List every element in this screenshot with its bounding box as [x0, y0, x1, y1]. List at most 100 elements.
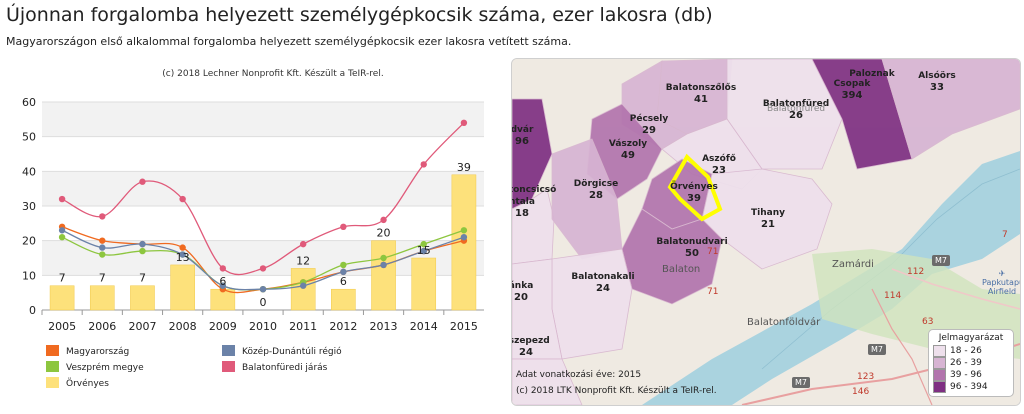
- road-number: 71: [707, 247, 719, 257]
- map-label-1: Paloznak: [849, 69, 894, 80]
- map-label-value: 23: [712, 165, 726, 176]
- map-label-value: 39: [687, 193, 701, 204]
- line-bar-chart: (c) 2018 Lechner Nonprofit Kft. Készült …: [22, 68, 484, 389]
- series-1-point-2007: [139, 247, 146, 255]
- bar-data-label: 7: [59, 272, 66, 285]
- map-legend-swatch: [933, 357, 946, 369]
- map-credit: (c) 2018 LTK Nonprofit Kft. Készült a Te…: [516, 386, 717, 396]
- road-number: 123: [857, 372, 875, 382]
- map-label-0: Balatonszőlős 41: [666, 83, 736, 105]
- map-label-name: Balatonszőlős: [665, 83, 737, 93]
- series-3-point-2012: [340, 223, 347, 230]
- bar-data-label: 13: [176, 251, 190, 264]
- map-legend-row: 96 - 394: [933, 381, 1009, 393]
- series-3-point-2010: [259, 265, 267, 272]
- series-1-point-2014: [420, 240, 427, 248]
- series-2-point-2009: [219, 282, 227, 289]
- series-1-point-2012: [340, 261, 347, 269]
- legend-item: Örvényes: [66, 378, 109, 389]
- series-1-point-2015: [460, 227, 468, 234]
- series-2-point-2007: [139, 240, 146, 248]
- road-number: 112: [907, 267, 925, 277]
- y-tick-label: 30: [22, 200, 36, 213]
- x-tick-label: 2014: [410, 320, 438, 333]
- legend-swatch: [46, 377, 59, 388]
- map-label-5: Pécsely 29: [630, 114, 668, 136]
- place-name: Balatonfüred: [767, 104, 826, 114]
- road-number: 63: [922, 317, 934, 327]
- map-legend: Jelmagyarázat 18 - 26 26 - 39 39 - 96 96 - …: [928, 329, 1014, 397]
- map-label-name: Csopak: [833, 79, 871, 89]
- map-label-name: Balatonakali: [571, 272, 635, 282]
- bar-data-label: 6: [340, 275, 347, 288]
- series-2-point-2013: [380, 261, 387, 269]
- map-label-value: 49: [621, 150, 635, 161]
- map-label-name: ánka: [511, 281, 534, 291]
- legend-item: Magyarország: [66, 347, 129, 357]
- bar-data-label: 6: [219, 275, 226, 288]
- series-3-point-2009: [219, 265, 227, 272]
- municipality-szepezd: [512, 358, 583, 405]
- map-label-value: 41: [694, 94, 708, 105]
- x-tick-label: 2012: [329, 320, 357, 333]
- y-tick-label: 60: [22, 96, 36, 109]
- map-legend-swatch: [933, 381, 946, 393]
- y-tick-label: 50: [22, 131, 36, 144]
- bar-data-label: 39: [457, 161, 471, 174]
- map-legend-swatch: [933, 345, 946, 357]
- map-legend-swatch: [933, 369, 946, 381]
- map-label-4: Balatonfüred 26: [763, 99, 829, 121]
- series-1-point-2006: [99, 251, 106, 258]
- map-label-10: Tihany 21: [751, 208, 785, 230]
- y-tick-label: 0: [29, 304, 36, 317]
- municipality-balatonudvari: [621, 208, 723, 305]
- map-label-3: Alsóörs 33: [918, 71, 956, 93]
- x-tick-label: 2005: [48, 320, 76, 333]
- series-3-point-2015: [460, 119, 468, 126]
- grid-band: [42, 102, 484, 137]
- series-3-point-2013: [380, 216, 387, 224]
- series-0-point-2006: [99, 237, 106, 244]
- series-1-point-2005: [58, 234, 66, 241]
- map-label-12: Balatonakali 24: [571, 272, 634, 294]
- series-2-point-2012: [340, 268, 347, 276]
- legend-item: Balatonfüredi járás: [242, 363, 328, 373]
- bar-data-label: 15: [417, 244, 431, 257]
- series-1-point-2013: [380, 254, 387, 262]
- map-label-name: Pécsely: [629, 114, 669, 124]
- choropleth-map[interactable]: Balatonszőlős 41 Paloznak Csopak 394 Alsóörs 3…: [511, 58, 1021, 406]
- bar-2005: [49, 285, 75, 311]
- series-2-point-2010: [259, 286, 267, 293]
- map-label-value: 394: [841, 90, 863, 101]
- bar-2012: [331, 288, 356, 311]
- map-label-2: Csopak 394: [834, 79, 871, 101]
- series-2-point-2015: [460, 234, 468, 241]
- map-label-name: Balatonudvari: [656, 237, 728, 247]
- map-label-value: 33: [930, 82, 944, 93]
- bar-2006: [89, 285, 115, 311]
- x-tick-label: 2010: [249, 320, 277, 333]
- series-3-point-2011: [299, 240, 307, 248]
- map-label-11: Balatonudvari 50: [656, 237, 727, 259]
- road-number: 146: [852, 387, 870, 397]
- map-label-value: 21: [761, 219, 775, 230]
- map-legend-title: Jelmagyarázat: [938, 333, 1004, 343]
- municipality-west-strip-96: [512, 98, 553, 210]
- road-number: 7: [1002, 230, 1008, 240]
- map-label-15: ntala 18: [512, 197, 535, 219]
- bar-2007: [130, 285, 155, 311]
- road-secondary: [891, 268, 1020, 310]
- map-label-17: nszepezd24: [512, 336, 550, 358]
- road-local: [871, 288, 933, 405]
- highlight-orvenyes: [667, 153, 723, 222]
- map-label-value: 26: [789, 110, 803, 121]
- map-label-value: 28: [589, 190, 603, 201]
- map-legend-row: 18 - 26: [933, 345, 1009, 357]
- map-label-name: Tihany: [751, 208, 785, 218]
- map-label-name: Vászoly: [608, 139, 648, 149]
- legend-item: Közép-Dunántúli régió: [242, 346, 342, 357]
- bar-data-label: 20: [377, 227, 391, 240]
- map-label-16: ánka 20: [511, 281, 534, 303]
- map-label-7: Aszófő 23: [702, 154, 736, 176]
- x-tick-label: 2008: [169, 320, 197, 333]
